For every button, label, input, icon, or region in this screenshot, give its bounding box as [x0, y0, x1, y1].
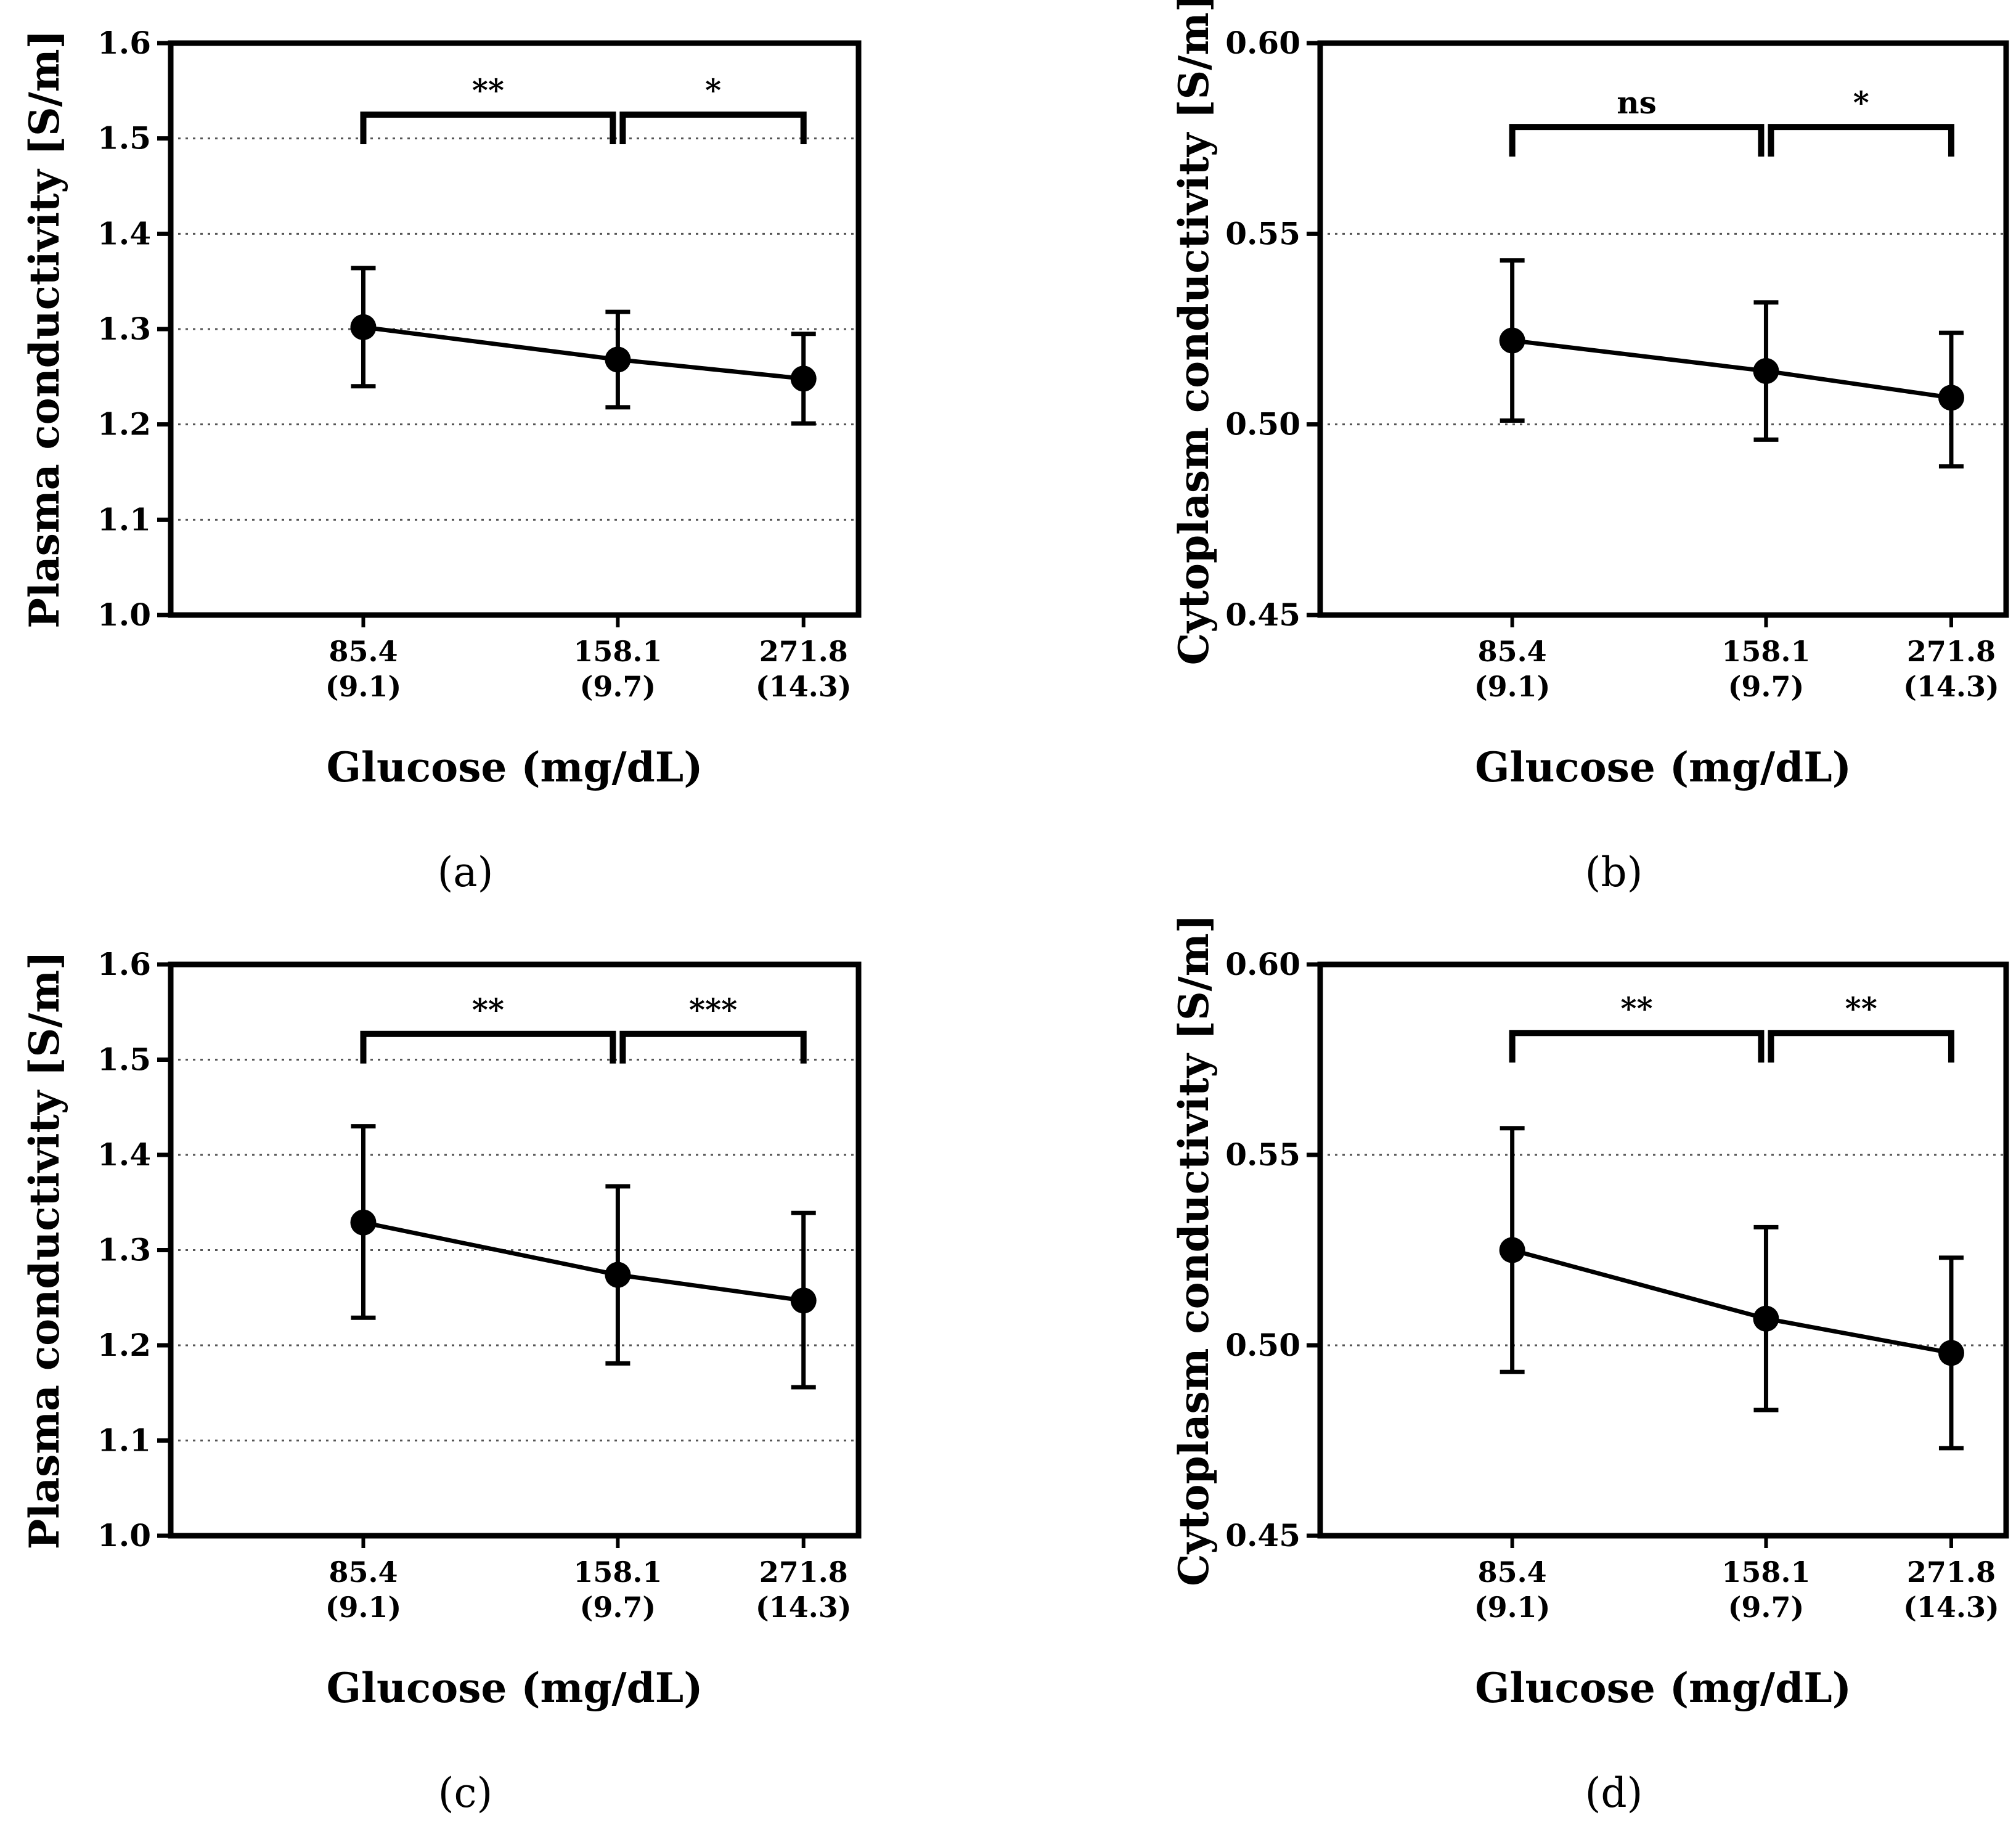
significance-label: ** [1845, 990, 1877, 1027]
y-tick-label: 0.45 [1225, 597, 1300, 633]
data-point [1753, 1305, 1779, 1332]
significance-label: ns [1617, 84, 1657, 121]
x-tick-label: 271.8 [1907, 635, 1996, 668]
y-tick-label: 0.55 [1225, 1136, 1300, 1173]
panel-label: (a) [438, 849, 494, 896]
y-tick-label: 0.50 [1225, 1327, 1300, 1363]
panel-label: (c) [438, 1769, 492, 1817]
plot-frame [168, 40, 862, 618]
x-tick-sublabel: (9.7) [1728, 1591, 1805, 1624]
significance-bracket [619, 112, 807, 144]
x-tick-label: 85.4 [329, 1555, 398, 1589]
y-tick-label: 1.1 [97, 501, 151, 537]
y-tick-label: 1.5 [97, 120, 151, 157]
chart-panel-d: 0.45 0.50 0.55 0.60 85.4(9.1) 158.1(9.7) 271.8… [1170, 914, 2009, 1817]
x-tick-label: 271.8 [759, 635, 848, 668]
data-point [605, 346, 631, 373]
x-tick-sublabel: (14.3) [756, 1591, 852, 1624]
y-tick-label: 1.4 [97, 1136, 151, 1173]
data-point [350, 314, 377, 340]
significance-bracket [360, 112, 616, 144]
x-tick-label: 271.8 [1907, 1555, 1996, 1589]
significance-label: *** [689, 992, 737, 1028]
x-tick-label: 158.1 [573, 1555, 662, 1589]
y-tick-label: 0.60 [1225, 25, 1300, 61]
x-tick-sublabel: (14.3) [756, 670, 852, 703]
data-point [790, 365, 817, 392]
y-axis-title: Plasma conductivity [S/m] [20, 30, 68, 629]
x-tick-sublabel: (9.1) [1474, 1591, 1551, 1624]
data-point [1938, 1340, 1964, 1366]
data-point [1753, 358, 1779, 385]
series-line [1511, 1248, 1952, 1355]
x-tick-label: 85.4 [329, 635, 398, 668]
data-point [350, 1209, 377, 1236]
panel-label: (d) [1585, 1769, 1643, 1817]
x-tick-sublabel: (9.1) [325, 670, 402, 703]
x-tick-sublabel: (9.1) [325, 1591, 402, 1624]
x-tick-label: 85.4 [1478, 635, 1547, 668]
significance-label: ** [472, 992, 504, 1028]
significance-label: * [705, 72, 721, 108]
y-tick-label: 1.0 [97, 1517, 151, 1554]
x-tick-sublabel: (9.1) [1474, 670, 1551, 703]
y-tick-label: 1.3 [97, 1232, 151, 1268]
x-tick-sublabel: (9.7) [580, 1591, 656, 1624]
y-axis-title: Cytoplasm conductivity [S/m] [1170, 0, 1218, 665]
x-tick-label: 158.1 [1721, 1555, 1810, 1589]
x-tick-sublabel: (9.7) [580, 670, 656, 703]
x-tick-sublabel: (14.3) [1903, 670, 1999, 703]
y-tick-label: 1.6 [97, 946, 151, 982]
x-tick-sublabel: (14.3) [1903, 1591, 1999, 1624]
plot-frame [168, 961, 862, 1539]
series-line [362, 1220, 804, 1303]
y-tick-label: 1.0 [97, 597, 151, 633]
y-tick-label: 1.3 [97, 311, 151, 347]
data-point [790, 1287, 817, 1314]
significance-bracket [1768, 124, 1954, 157]
chart-panel-b: 0.45 0.50 0.55 0.60 85.4(9.1) 158.1(9.7) 271.8… [1170, 0, 2009, 896]
data-point [1499, 1237, 1525, 1263]
x-axis-title: Glucose (mg/dL) [327, 1664, 703, 1712]
significance-bracket [1509, 1030, 1765, 1063]
y-tick-label: 1.6 [97, 25, 151, 61]
significance-bracket [1509, 124, 1765, 157]
x-tick-label: 85.4 [1478, 1555, 1547, 1589]
data-point [1938, 385, 1964, 411]
data-point [1499, 327, 1525, 354]
x-axis-title: Glucose (mg/dL) [327, 743, 703, 791]
plot-frame [1317, 961, 2009, 1539]
y-tick-label: 1.2 [97, 406, 151, 442]
y-tick-label: 0.60 [1225, 946, 1300, 982]
chart-panel-a: 1.0 1.1 1.2 1.3 1.4 1.5 1.6 85.4(9.1) 158.1(9.7)… [20, 25, 862, 896]
significance-label: ** [1620, 990, 1652, 1027]
x-tick-sublabel: (9.7) [1728, 670, 1805, 703]
data-point [605, 1261, 631, 1288]
y-tick-label: 1.5 [97, 1041, 151, 1078]
chart-panel-c: 1.0 1.1 1.2 1.3 1.4 1.5 1.6 85.4(9.1) 158.1(9.7)… [20, 946, 862, 1817]
x-tick-label: 271.8 [759, 1555, 848, 1589]
x-axis-title: Glucose (mg/dL) [1475, 1664, 1851, 1712]
y-tick-label: 0.45 [1225, 1517, 1300, 1554]
significance-bracket [1768, 1030, 1954, 1063]
y-tick-label: 1.4 [97, 215, 151, 251]
plot-frame [1317, 40, 2009, 618]
series-line [363, 325, 804, 381]
y-tick-label: 1.2 [97, 1327, 151, 1363]
x-tick-label: 158.1 [1721, 635, 1810, 668]
panel-label: (b) [1585, 849, 1643, 896]
significance-label: * [1853, 84, 1869, 121]
significance-label: ** [472, 72, 504, 108]
y-axis-title: Cytoplasm conductivity [S/m] [1170, 914, 1218, 1586]
x-tick-label: 158.1 [573, 635, 662, 668]
y-tick-label: 1.1 [97, 1422, 151, 1459]
significance-bracket [619, 1030, 807, 1064]
y-axis-title: Plasma conductivity [S/m] [20, 951, 68, 1550]
series-line [1512, 338, 1952, 400]
y-tick-label: 0.50 [1225, 406, 1300, 442]
y-tick-label: 0.55 [1225, 215, 1300, 251]
significance-bracket [360, 1030, 616, 1064]
x-axis-title: Glucose (mg/dL) [1475, 743, 1851, 791]
